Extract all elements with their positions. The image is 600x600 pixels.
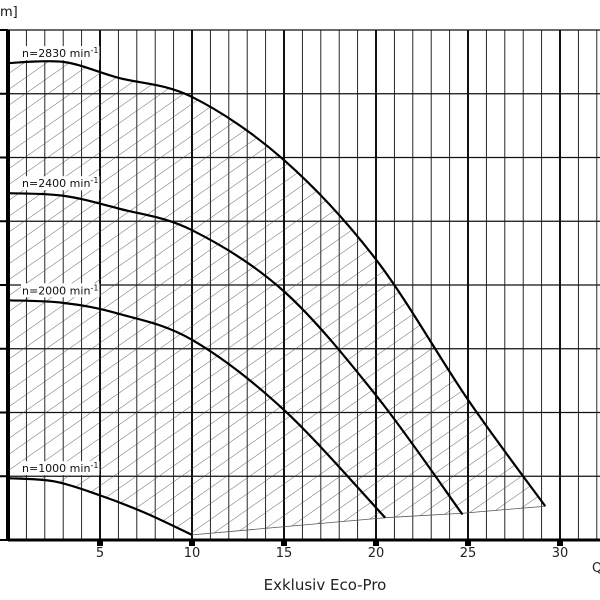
axes: 5 10 15 20 25 30 — [0, 29, 600, 561]
operating-area-hatch — [8, 61, 546, 535]
x-tick-mark — [373, 540, 379, 546]
curve-label: n=2400 min-1 — [22, 176, 98, 190]
x-tick-label: 30 — [552, 546, 569, 561]
curve-n-2830 — [7, 59, 547, 507]
curves — [7, 59, 547, 536]
x-tick-mark — [189, 540, 195, 546]
x-tick-mark — [97, 540, 103, 546]
x-axis-label-fragment: Q — [592, 561, 600, 576]
x-tick-mark — [557, 540, 563, 546]
curve-label: n=1000 min-1 — [22, 461, 98, 475]
curve-n-2000 — [7, 299, 387, 519]
x-tick-label: 15 — [276, 546, 293, 561]
curve-label-background — [21, 461, 100, 476]
curve-label-background — [21, 46, 100, 61]
labels: n=2830 min-1 n=2400 min-1 n=2000 min-1 n=10… — [21, 46, 100, 476]
operating-area-lower-boundary — [191, 505, 546, 536]
chart-caption: Exklusiv Eco-Pro — [264, 576, 387, 594]
curve-n-1000 — [7, 477, 193, 536]
curve-n-2400 — [7, 192, 464, 516]
y-axis-unit-label: m] — [0, 5, 18, 20]
x-tick-label: 10 — [184, 546, 201, 561]
x-tick-label: 25 — [460, 546, 477, 561]
x-tick-label: 20 — [368, 546, 385, 561]
x-tick-label: 5 — [96, 546, 104, 561]
curve-label: n=2000 min-1 — [22, 283, 98, 297]
curve-label-background — [21, 283, 100, 298]
curve-label: n=2830 min-1 — [22, 46, 98, 60]
x-tick-mark — [465, 540, 471, 546]
x-tick-mark — [281, 540, 287, 546]
curve-label-background — [21, 176, 100, 191]
